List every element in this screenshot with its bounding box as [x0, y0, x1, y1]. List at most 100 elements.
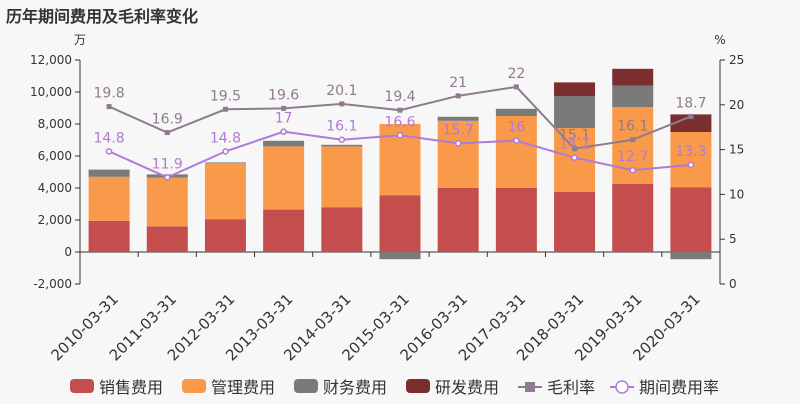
- data-label: 17: [275, 111, 293, 127]
- right-tick-label: 0: [729, 277, 737, 291]
- bar-segment: [670, 114, 712, 132]
- bar-segment: [670, 132, 712, 188]
- bar-segment: [612, 85, 654, 108]
- bar-segment: [204, 162, 246, 164]
- bar-segment: [670, 187, 712, 252]
- bar-segment: [88, 176, 130, 221]
- data-label: 16: [507, 120, 525, 136]
- line-point: [396, 132, 404, 139]
- data-label: 15.1: [559, 128, 590, 144]
- bar-segment: [379, 195, 421, 252]
- bar-segment: [612, 68, 654, 86]
- bar-segment: [554, 82, 596, 96]
- data-label: 16.1: [617, 119, 648, 135]
- legend-swatch: [182, 379, 206, 393]
- right-axis-unit: %: [714, 33, 725, 47]
- line-point: [571, 154, 578, 161]
- line-point: [222, 148, 229, 155]
- bar-segment: [495, 108, 537, 116]
- data-label: 16.6: [384, 114, 415, 130]
- line-point: [629, 166, 636, 174]
- line-point: [281, 105, 287, 111]
- legend-label: 管理费用: [211, 378, 275, 397]
- line-point: [106, 104, 112, 110]
- data-label: 14.8: [210, 130, 241, 146]
- data-label: 15.7: [443, 122, 474, 138]
- left-tick-label: 8,000: [38, 117, 72, 131]
- line-point: [687, 161, 695, 169]
- left-tick-label: 6,000: [38, 149, 72, 163]
- left-tick-label: -2,000: [33, 277, 72, 291]
- left-tick-label: 2,000: [38, 213, 72, 227]
- line-point: [455, 93, 461, 99]
- line-point: [164, 174, 171, 181]
- bar-segment: [88, 220, 130, 252]
- legend-label: 财务费用: [323, 378, 387, 397]
- right-tick-label: 10: [729, 187, 744, 201]
- bar-segment: [88, 169, 130, 177]
- line-point: [572, 146, 578, 152]
- right-tick-label: 5: [729, 232, 737, 246]
- bar-segment: [263, 146, 305, 210]
- line-point: [397, 107, 403, 113]
- x-labels-layer: 2010-03-312011-03-312012-03-312013-03-31…: [48, 290, 704, 364]
- right-tick-label: 20: [729, 98, 744, 112]
- bar-segment: [670, 252, 712, 260]
- data-label: 14.8: [94, 130, 125, 146]
- bar-segment: [437, 116, 479, 121]
- bar-segment: [437, 188, 479, 252]
- legend-label: 毛利率: [547, 378, 595, 397]
- data-label: 20.1: [326, 83, 357, 99]
- left-tick-label: 0: [64, 245, 72, 259]
- legend-marker: [615, 380, 629, 394]
- line-point: [513, 84, 519, 90]
- line-point: [688, 113, 694, 119]
- chart-title: 历年期间费用及毛利率变化: [6, 7, 199, 26]
- line-point: [630, 137, 636, 143]
- data-label: 18.7: [675, 95, 706, 111]
- bar-segment: [204, 163, 246, 220]
- right-tick-label: 25: [729, 53, 744, 67]
- left-tick-label: 10,000: [30, 85, 72, 99]
- data-label: 19.4: [384, 89, 415, 105]
- bar-segment: [554, 192, 596, 252]
- bar-segment: [495, 116, 537, 188]
- bar-segment: [204, 219, 246, 252]
- legend-marker: [525, 382, 535, 392]
- bar-segment: [146, 226, 188, 252]
- legend-layer: 销售费用 管理费用 财务费用 研发费用 毛利率 期间费用率: [70, 378, 719, 397]
- line-point: [280, 128, 287, 135]
- data-label: 16.1: [326, 119, 357, 135]
- right-tick-label: 15: [729, 143, 744, 157]
- bar-segment: [495, 188, 537, 252]
- bar-segment: [321, 207, 363, 252]
- legend-swatch: [406, 379, 430, 393]
- line-point: [338, 136, 346, 143]
- labels-layer: 19.8 16.9 19.5 19.6 20.1 19.4 21 22 15.1 16.1 18.7…: [94, 66, 707, 172]
- data-label: 13.3: [675, 144, 706, 160]
- data-label: 21: [449, 75, 467, 91]
- data-label: 19.5: [210, 88, 241, 104]
- legend-label: 研发费用: [435, 378, 499, 397]
- bar-segment: [379, 252, 421, 260]
- bar-segment: [146, 177, 188, 227]
- left-axis-unit: 万: [74, 33, 86, 47]
- bar-segment: [263, 140, 305, 147]
- left-tick-label: 12,000: [30, 53, 72, 67]
- data-label: 16.9: [152, 112, 183, 128]
- line-point: [222, 106, 228, 112]
- line-point: [105, 148, 113, 155]
- legend-label: 期间费用率: [639, 378, 719, 397]
- line-point: [513, 137, 520, 144]
- line-point: [454, 140, 462, 147]
- data-label: 22: [507, 66, 525, 82]
- data-label: 11.9: [152, 156, 183, 172]
- bar-segment: [321, 146, 363, 208]
- data-label: 14.1: [559, 137, 590, 153]
- bar-segment: [321, 144, 363, 147]
- data-label: 19.6: [268, 87, 299, 103]
- data-label: 19.8: [94, 86, 125, 102]
- data-label: 12.7: [617, 149, 648, 165]
- legend-swatch: [70, 379, 94, 393]
